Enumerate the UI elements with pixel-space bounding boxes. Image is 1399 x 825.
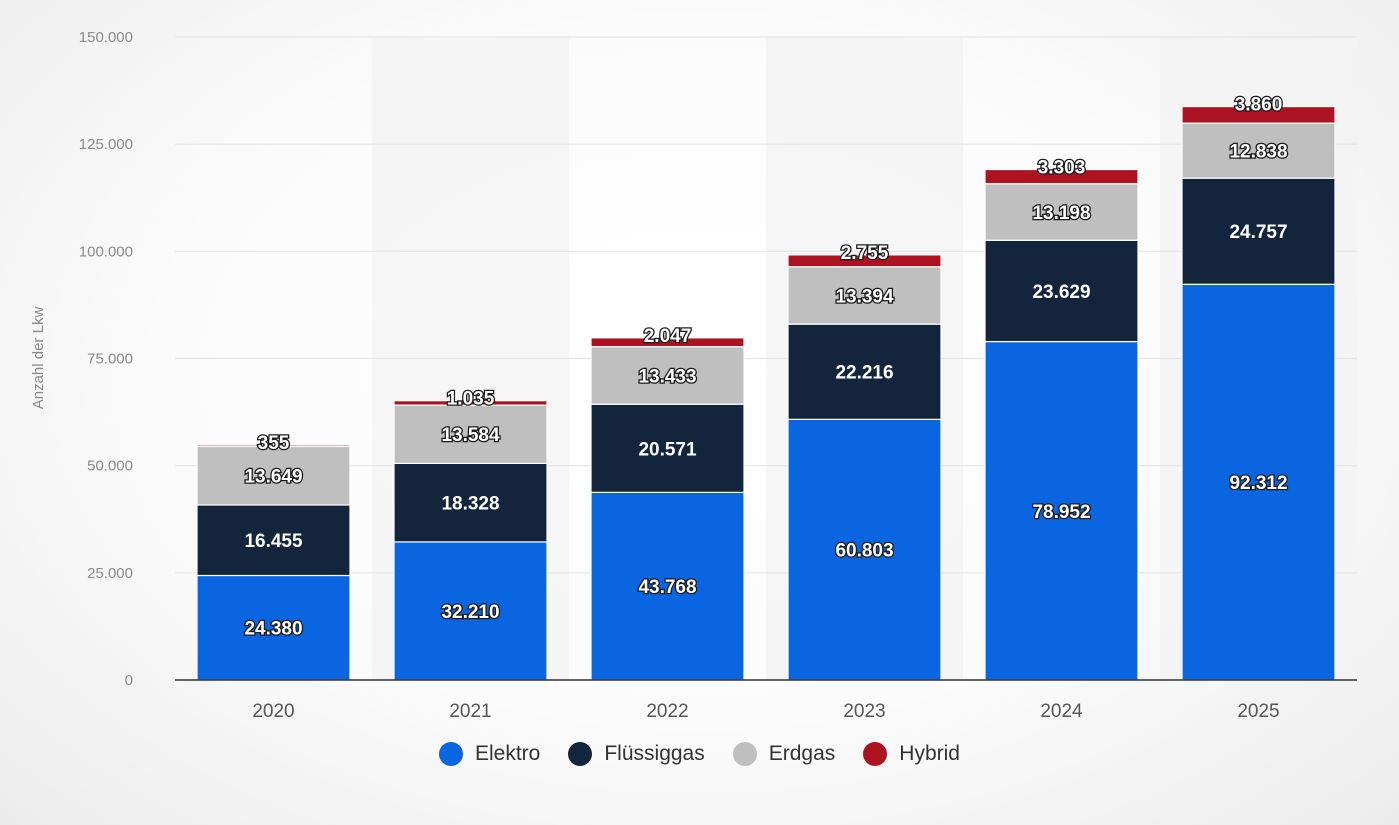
bar-hybrid-2025 — [1181, 105, 1336, 124]
y-tick-label: 0 — [125, 672, 133, 689]
bar-flüssiggas-2020 — [196, 504, 351, 577]
data-label-erdgas-2021: 13.584 — [441, 425, 500, 446]
gridlines — [175, 36, 1357, 574]
legend-item-erdgas[interactable]: Erdgas — [732, 742, 836, 766]
data-label-hybrid-2025: 3.860 — [1235, 95, 1283, 116]
bar-elektro-2024 — [984, 340, 1139, 681]
bar-erdgas-2024 — [984, 183, 1139, 241]
data-label-hybrid-2022: 2.047 — [644, 326, 692, 347]
legend-marker — [863, 742, 888, 766]
bar-flüssiggas-2024 — [984, 239, 1139, 343]
bar-hybrid-2023 — [787, 254, 942, 268]
legend-label: Elektro — [475, 742, 541, 765]
y-axis-label: Anzahl der Lkw — [30, 307, 47, 410]
bar-erdgas-2022 — [590, 346, 745, 405]
y-tick-label: 75.000 — [87, 351, 133, 368]
legend-item-elektro[interactable]: Elektro — [439, 742, 540, 766]
data-label-elektro-2023: 60.803 — [835, 541, 893, 562]
x-tick-label-2024: 2024 — [1040, 701, 1083, 722]
bar-erdgas-2021 — [393, 404, 548, 464]
bar-hybrid-2021 — [393, 400, 548, 406]
legend-marker — [439, 742, 463, 766]
bar-elektro-2022 — [590, 491, 745, 681]
bar-erdgas-2025 — [1181, 122, 1336, 179]
y-tick-label: 150.000 — [79, 29, 133, 46]
bar-hybrid-2020 — [196, 444, 351, 448]
legend-label: Flüssiggas — [604, 742, 705, 765]
data-label-erdgas-2024: 13.198 — [1032, 203, 1090, 224]
bar-hybrid-2022 — [590, 337, 745, 348]
bar-elektro-2020 — [196, 574, 351, 681]
y-tick-label: 100.000 — [79, 243, 133, 260]
data-label-flüssiggas-2025: 24.757 — [1229, 222, 1287, 243]
x-tick-label-2021: 2021 — [449, 701, 491, 722]
legend-label: Erdgas — [768, 742, 836, 765]
bars — [196, 105, 1336, 681]
legend: Elektro Flüssiggas Erdgas Hybrid — [0, 742, 1399, 766]
bar-flüssiggas-2025 — [1181, 177, 1336, 285]
x-tick-label-2022: 2022 — [646, 701, 688, 722]
y-tick-label: 50.000 — [87, 458, 133, 475]
x-tick-label-2025: 2025 — [1237, 701, 1279, 722]
data-label-elektro-2025: 92.312 — [1229, 473, 1287, 494]
y-axis-ticks: 0 25.000 50.000 75.000 100.000 125.000 150.000 — [79, 29, 133, 689]
bar-flüssiggas-2023 — [787, 323, 942, 420]
bar-erdgas-2020 — [196, 445, 351, 506]
data-label-hybrid-2021: 1.035 — [447, 389, 495, 410]
data-labels: 24.380 16.455 13.649 355 32.210 18.328 13.584 1… — [243, 93, 1289, 641]
data-label-flüssiggas-2023: 22.216 — [835, 363, 893, 384]
bar-flüssiggas-2022 — [590, 403, 745, 493]
bar-erdgas-2023 — [787, 266, 942, 325]
legend-item-hybrid[interactable]: Hybrid — [863, 742, 960, 766]
y-tick-label: 25.000 — [87, 565, 133, 582]
data-label-elektro-2020: 24.380 — [244, 619, 302, 640]
data-label-hybrid-2023: 2.755 — [841, 243, 889, 264]
bar-elektro-2021 — [393, 541, 548, 681]
legend-marker — [732, 742, 757, 766]
data-label-flüssiggas-2020: 16.455 — [244, 531, 303, 552]
legend-marker — [568, 742, 593, 766]
data-label-elektro-2021: 32.210 — [441, 602, 499, 623]
x-axis-ticks: 2020 2021 2022 2023 2024 2025 — [252, 701, 1279, 722]
bar-hybrid-2024 — [984, 168, 1139, 185]
bar-elektro-2025 — [1181, 283, 1336, 681]
x-tick-label-2020: 2020 — [252, 701, 294, 722]
data-label-hybrid-2024: 3.303 — [1038, 158, 1086, 179]
data-label-flüssiggas-2022: 20.571 — [638, 439, 697, 460]
data-label-elektro-2024: 78.952 — [1032, 502, 1090, 523]
data-label-elektro-2022: 43.768 — [638, 577, 696, 598]
bar-elektro-2023 — [787, 418, 942, 681]
y-tick-label: 125.000 — [79, 136, 133, 153]
data-label-erdgas-2025: 12.838 — [1229, 142, 1287, 163]
data-label-hybrid-2020: 355 — [258, 433, 290, 454]
legend-item-flüssiggas[interactable]: Flüssiggas — [568, 742, 705, 766]
data-label-erdgas-2023: 13.394 — [835, 286, 894, 307]
data-label-erdgas-2022: 13.433 — [638, 366, 696, 387]
x-tick-label-2023: 2023 — [843, 701, 885, 722]
legend-label: Hybrid — [899, 742, 960, 765]
data-label-flüssiggas-2024: 23.629 — [1032, 282, 1090, 303]
data-label-erdgas-2020: 13.649 — [244, 467, 302, 488]
data-label-flüssiggas-2021: 18.328 — [441, 494, 499, 515]
